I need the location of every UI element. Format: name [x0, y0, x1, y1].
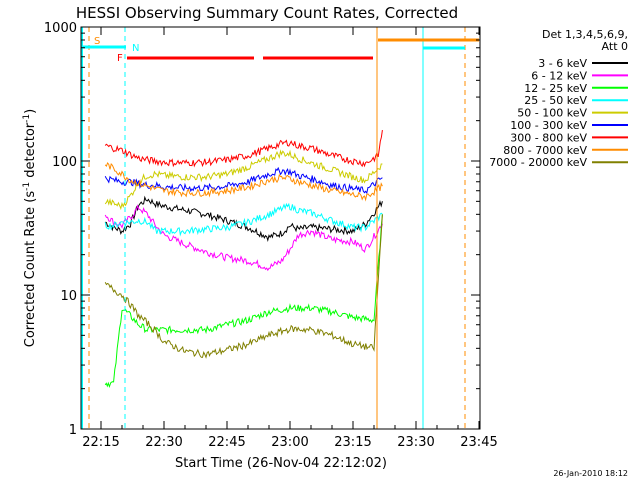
legend-header-line1: Det 1,3,4,5,6,9, [542, 28, 628, 41]
y-tick-label: 1 [69, 423, 77, 438]
x-tick-label: 22:30 [145, 435, 182, 450]
series-line-8 [104, 214, 383, 359]
flag-letter-F: F [117, 53, 123, 64]
legend-label: 100 - 300 keV [510, 119, 587, 132]
flag-letter-S: S [94, 36, 100, 47]
annotation-layer: S NF [81, 27, 479, 429]
legend-label: 12 - 25 keV [524, 82, 587, 95]
x-axis-label: Start Time (26-Nov-04 22:12:02) [175, 456, 387, 471]
plot-frame [80, 26, 481, 430]
y-axis-label-end: ) [23, 109, 38, 114]
y-axis-label-sup2: -1 [22, 114, 32, 123]
y-axis-label-sup1: -1 [22, 182, 32, 191]
y-tick-label: 1000 [44, 21, 77, 36]
series-line-7 [104, 162, 383, 202]
y-tick-label: 100 [52, 155, 77, 170]
footer-timestamp: 26-Jan-2010 18:12 [553, 469, 628, 478]
legend-label: 25 - 50 keV [524, 94, 587, 107]
x-tick-label: 22:45 [208, 435, 245, 450]
y-axis-label-mid: detector [23, 122, 38, 182]
y-axis-label: Corrected Count Rate (s-1 detector-1) [22, 109, 38, 347]
legend-label: 800 - 7000 keV [503, 144, 587, 157]
axis-layer: 22:15 22:30 22:45 23:00 23:15 23:30 23:45 1 10 10… [44, 21, 498, 450]
x-tick-label: 23:15 [334, 435, 371, 450]
legend-label: 300 - 800 keV [510, 131, 587, 144]
legend-header-line2: Att 0 [602, 40, 628, 53]
series-line-0 [105, 195, 383, 243]
x-tick-label: 23:45 [460, 435, 497, 450]
legend-label: 3 - 6 keV [538, 57, 587, 70]
flag-letter-N: N [132, 43, 139, 54]
x-tick-label: 23:30 [397, 435, 434, 450]
x-tick-label: 22:15 [82, 435, 119, 450]
series-line-3 [104, 202, 383, 237]
y-tick-label: 10 [60, 289, 77, 304]
chart-title: HESSI Observing Summary Count Rates, Cor… [76, 4, 458, 22]
x-tick-label: 23:00 [271, 435, 308, 450]
legend-label: 7000 - 20000 keV [489, 156, 587, 169]
series-layer [104, 130, 383, 389]
series-line-1 [104, 204, 383, 272]
legend-label: 50 - 100 keV [517, 107, 587, 120]
series-line-5 [104, 166, 383, 195]
y-axis-label-main: Corrected Count Rate (s [23, 191, 38, 348]
series-line-4 [104, 149, 383, 211]
series-line-6 [104, 130, 383, 168]
legend-label: 6 - 12 keV [531, 69, 587, 82]
